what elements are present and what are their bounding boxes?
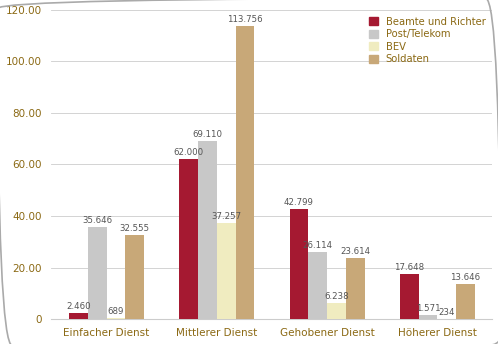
Bar bbox=[437, 319, 456, 320]
Text: 6.238: 6.238 bbox=[324, 292, 349, 301]
Text: 2.460: 2.460 bbox=[66, 302, 91, 311]
Text: 42.799: 42.799 bbox=[284, 198, 314, 207]
Text: 35.646: 35.646 bbox=[82, 216, 112, 225]
Bar bbox=[198, 141, 217, 320]
Bar bbox=[308, 252, 327, 320]
Text: 689: 689 bbox=[108, 307, 124, 315]
Bar bbox=[107, 318, 125, 320]
Text: 62.000: 62.000 bbox=[174, 148, 204, 157]
Bar bbox=[88, 227, 107, 320]
Bar bbox=[400, 274, 419, 320]
Bar bbox=[217, 223, 236, 320]
Text: 17.648: 17.648 bbox=[394, 263, 424, 272]
Bar bbox=[419, 315, 437, 320]
Bar bbox=[69, 313, 88, 320]
Text: 113.756: 113.756 bbox=[227, 14, 263, 24]
Bar bbox=[327, 303, 346, 320]
Bar bbox=[125, 235, 144, 320]
Bar bbox=[289, 209, 308, 320]
Bar bbox=[346, 258, 365, 320]
Bar bbox=[179, 159, 198, 320]
Text: 32.555: 32.555 bbox=[120, 224, 150, 233]
Text: 26.114: 26.114 bbox=[303, 241, 333, 250]
Text: 23.614: 23.614 bbox=[340, 247, 370, 256]
Text: 234: 234 bbox=[438, 308, 455, 317]
Legend: Beamte und Richter, Post/Telekom, BEV, Soldaten: Beamte und Richter, Post/Telekom, BEV, S… bbox=[367, 14, 488, 66]
Bar bbox=[456, 284, 475, 320]
Text: 1.571: 1.571 bbox=[416, 304, 440, 313]
Text: 13.646: 13.646 bbox=[450, 273, 481, 282]
Text: 37.257: 37.257 bbox=[211, 212, 241, 221]
Text: 69.110: 69.110 bbox=[192, 130, 223, 139]
Bar bbox=[236, 26, 254, 320]
